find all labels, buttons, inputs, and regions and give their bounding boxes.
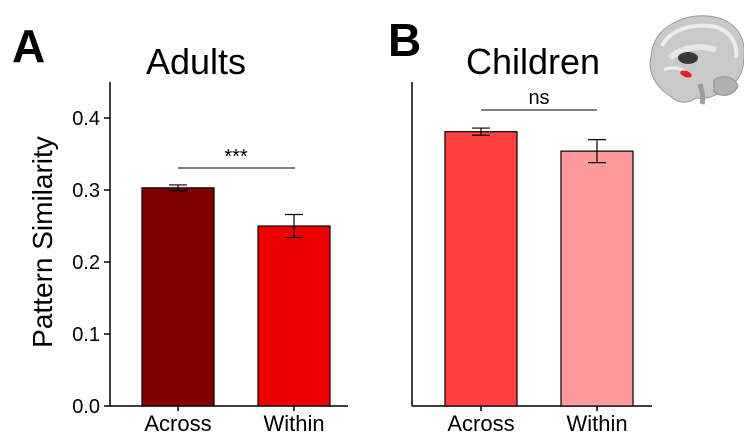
panel-b-bars xyxy=(444,127,634,407)
panel-a-category-labels: Across Within xyxy=(144,406,325,436)
panel-a-title: Adults xyxy=(146,41,246,82)
panel-b-category-labels: Across Within xyxy=(447,406,628,436)
y-axis-title: Pattern Similarity xyxy=(27,136,58,348)
y-tick-label: 0.1 xyxy=(72,324,100,346)
y-tick-label: 0.2 xyxy=(72,252,100,274)
y-tick-label: 0.0 xyxy=(72,396,100,418)
panel-b: Across Within ns xyxy=(411,82,652,436)
panel-a: 0.0 0.1 0.2 0.3 0.4 Across Within *** xyxy=(72,82,348,436)
panel-a-significance: *** xyxy=(224,146,248,168)
panel-a-letter: A xyxy=(12,20,45,72)
category-label: Within xyxy=(566,411,627,436)
category-label: Within xyxy=(263,411,324,436)
bar-within xyxy=(257,225,331,407)
y-tick-label: 0.4 xyxy=(72,108,100,130)
bar-across xyxy=(141,187,215,407)
bar-within xyxy=(560,150,634,407)
y-tick-label: 0.3 xyxy=(72,180,100,202)
category-label: Across xyxy=(447,411,514,436)
brain-sagittal-icon xyxy=(649,15,744,105)
panel-a-y-ticks: 0.0 0.1 0.2 0.3 0.4 xyxy=(72,108,110,418)
panel-b-letter: B xyxy=(388,14,421,66)
panel-b-title: Children xyxy=(466,41,600,82)
category-label: Across xyxy=(144,411,211,436)
brain-roi-highlight xyxy=(680,70,692,78)
bar-across xyxy=(444,131,518,407)
panel-a-bars xyxy=(141,184,331,407)
panel-b-significance: ns xyxy=(528,87,549,109)
